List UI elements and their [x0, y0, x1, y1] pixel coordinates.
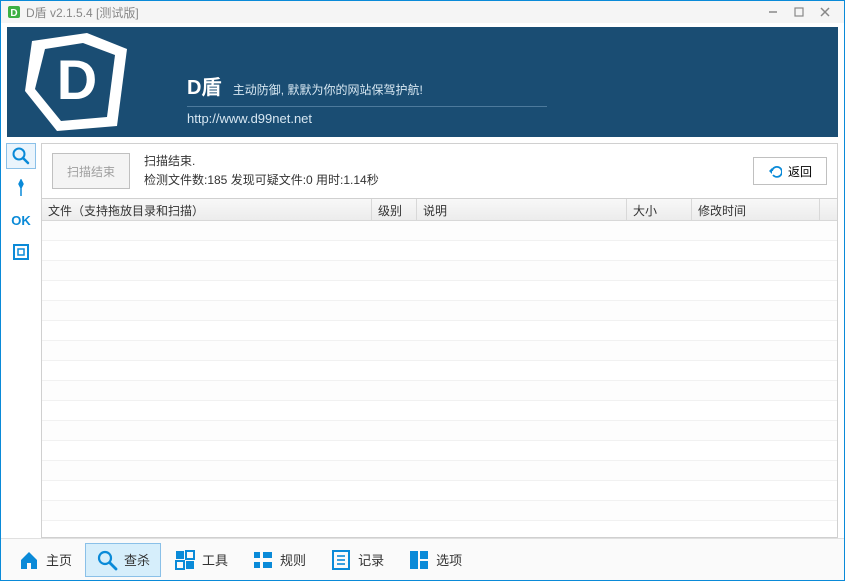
- table-row[interactable]: [42, 261, 837, 281]
- nav-item-label: 规则: [280, 550, 306, 569]
- table-row[interactable]: [42, 361, 837, 381]
- table-column-header[interactable]: 大小: [627, 199, 692, 220]
- status-line1: 扫描结束.: [144, 152, 739, 171]
- logo: D: [17, 31, 157, 131]
- table-row[interactable]: [42, 421, 837, 441]
- sidebar-ok[interactable]: OK: [6, 207, 36, 233]
- table-row[interactable]: [42, 381, 837, 401]
- nav-item-rules[interactable]: 规则: [241, 543, 317, 577]
- nav-item-label: 选项: [436, 550, 462, 569]
- back-icon: [768, 164, 782, 178]
- main-area: OK 扫描结束 扫描结束. 检测文件数:185 发现可疑文件:0 用时:1.14…: [1, 137, 844, 538]
- sidebar-scan[interactable]: [6, 143, 36, 169]
- maximize-button[interactable]: [786, 3, 812, 21]
- table-column-header[interactable]: 说明: [417, 199, 627, 220]
- home-icon: [18, 549, 40, 571]
- table-column-header[interactable]: 文件（支持拖放目录和扫描）: [42, 199, 372, 220]
- status-block: 扫描结束. 检测文件数:185 发现可疑文件:0 用时:1.14秒: [144, 152, 739, 190]
- nav-item-tools[interactable]: 工具: [163, 543, 239, 577]
- sidebar-tool[interactable]: [6, 175, 36, 201]
- sidebar: OK: [1, 137, 41, 538]
- content-panel: 扫描结束 扫描结束. 检测文件数:185 发现可疑文件:0 用时:1.14秒 返…: [41, 143, 838, 538]
- banner-url: http://www.d99net.net: [187, 106, 547, 126]
- table-row[interactable]: [42, 401, 837, 421]
- minimize-button[interactable]: [760, 3, 786, 21]
- nav-item-label: 工具: [202, 550, 228, 569]
- svg-text:D: D: [10, 8, 17, 19]
- table-row[interactable]: [42, 501, 837, 521]
- bottom-nav: 主页 查杀 工具 规则 记录 选项: [1, 538, 844, 580]
- results-table: 文件（支持拖放目录和扫描）级别说明大小修改时间: [42, 198, 837, 537]
- table-column-header[interactable]: 修改时间: [692, 199, 820, 220]
- table-column-header[interactable]: 级别: [372, 199, 417, 220]
- log-icon: [330, 549, 352, 571]
- banner: D D盾 主动防御, 默默为你的网站保驾护航! http://www.d99ne…: [7, 27, 838, 137]
- sidebar-square[interactable]: [6, 239, 36, 265]
- banner-title: D盾: [187, 71, 221, 100]
- back-button-label: 返回: [788, 163, 812, 180]
- nav-item-options[interactable]: 选项: [397, 543, 473, 577]
- table-body[interactable]: [42, 221, 837, 537]
- nav-item-label: 查杀: [124, 550, 150, 569]
- table-row[interactable]: [42, 481, 837, 501]
- table-row[interactable]: [42, 441, 837, 461]
- nav-item-log[interactable]: 记录: [319, 543, 395, 577]
- table-row[interactable]: [42, 241, 837, 261]
- options-icon: [408, 549, 430, 571]
- scan-finish-button[interactable]: 扫描结束: [52, 153, 130, 189]
- titlebar: D D盾 v2.1.5.4 [测试版]: [1, 1, 844, 23]
- rules-icon: [252, 549, 274, 571]
- back-button[interactable]: 返回: [753, 157, 827, 185]
- table-row[interactable]: [42, 341, 837, 361]
- table-row[interactable]: [42, 221, 837, 241]
- table-row[interactable]: [42, 281, 837, 301]
- table-header: 文件（支持拖放目录和扫描）级别说明大小修改时间: [42, 199, 837, 221]
- close-button[interactable]: [812, 3, 838, 21]
- nav-item-label: 记录: [358, 550, 384, 569]
- tools-icon: [174, 549, 196, 571]
- status-line2: 检测文件数:185 发现可疑文件:0 用时:1.14秒: [144, 171, 739, 190]
- banner-text: D盾 主动防御, 默默为你的网站保驾护航! http://www.d99net.…: [187, 71, 547, 126]
- search-icon: [96, 549, 118, 571]
- table-row[interactable]: [42, 301, 837, 321]
- banner-subtitle: 主动防御, 默默为你的网站保驾护航!: [233, 81, 423, 98]
- svg-text:D: D: [57, 48, 97, 111]
- nav-item-label: 主页: [46, 550, 72, 569]
- table-row[interactable]: [42, 321, 837, 341]
- app-window: D D盾 v2.1.5.4 [测试版] D D盾 主动防御, 默默为你的网站保驾…: [0, 0, 845, 581]
- toolbar: 扫描结束 扫描结束. 检测文件数:185 发现可疑文件:0 用时:1.14秒 返…: [42, 144, 837, 198]
- nav-item-search[interactable]: 查杀: [85, 543, 161, 577]
- window-title: D盾 v2.1.5.4 [测试版]: [26, 4, 760, 21]
- app-icon: D: [7, 5, 21, 19]
- table-row[interactable]: [42, 461, 837, 481]
- nav-item-home[interactable]: 主页: [7, 543, 83, 577]
